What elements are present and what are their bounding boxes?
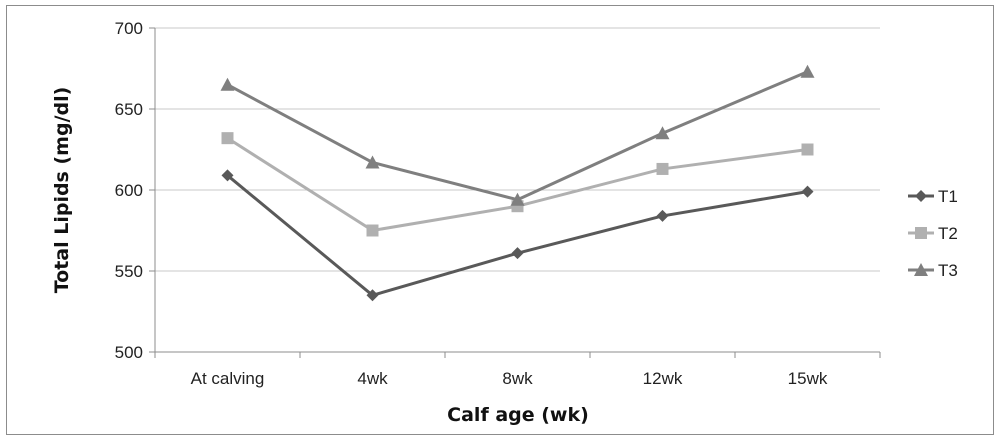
legend-label: T2 <box>938 224 958 243</box>
data-point-t1 <box>656 209 669 222</box>
x-tick-label: 12wk <box>643 369 683 388</box>
legend-item-t1: T1 <box>908 187 958 206</box>
data-point-t2 <box>801 143 814 156</box>
x-tick-label: 4wk <box>357 369 388 388</box>
x-tick-label: At calving <box>191 369 265 388</box>
y-tick-label: 550 <box>115 262 143 281</box>
data-point-t2 <box>656 162 669 175</box>
legend-item-t2: T2 <box>908 224 958 243</box>
data-point-t3 <box>800 64 815 78</box>
legend: T1 T2 T3 <box>908 187 958 280</box>
y-axis-title: Total Lipids (mg/dl) <box>51 87 73 294</box>
data-point-t1 <box>511 247 524 260</box>
data-point-t1 <box>221 169 234 182</box>
legend-marker <box>915 190 927 202</box>
legend-marker <box>914 263 928 276</box>
axes: 500 550 600 650 700 At calving 4wk 8wk 12wk 15wk <box>115 19 881 388</box>
data-point-t1 <box>801 185 814 198</box>
series-t1 <box>221 169 814 302</box>
data-point-t3 <box>510 192 525 206</box>
series-t2 <box>221 132 814 237</box>
data-point-t3 <box>655 126 670 140</box>
data-point-t1 <box>366 289 379 302</box>
series-line-t3 <box>226 70 809 202</box>
data-point-t2 <box>221 132 234 145</box>
data-point-t2 <box>366 224 379 237</box>
y-tick-label: 500 <box>115 343 143 362</box>
y-tick-label: 650 <box>115 100 143 119</box>
y-tick-label: 700 <box>115 19 143 38</box>
series-line-t2 <box>226 136 808 232</box>
data-point-t3 <box>220 77 235 91</box>
legend-item-t3: T3 <box>908 261 958 280</box>
legend-label: T3 <box>938 261 958 280</box>
data-point-t3 <box>365 155 380 169</box>
series-t3 <box>220 64 815 206</box>
legend-marker <box>915 227 927 239</box>
legend-label: T1 <box>938 187 958 206</box>
chart-frame <box>6 5 994 435</box>
y-tick-label: 600 <box>115 181 143 200</box>
gridlines <box>155 27 880 272</box>
series-group <box>220 64 815 302</box>
x-tick-label: 8wk <box>502 369 533 388</box>
x-tick-label: 15wk <box>788 369 828 388</box>
x-axis-title: Calf age (wk) <box>447 404 589 426</box>
